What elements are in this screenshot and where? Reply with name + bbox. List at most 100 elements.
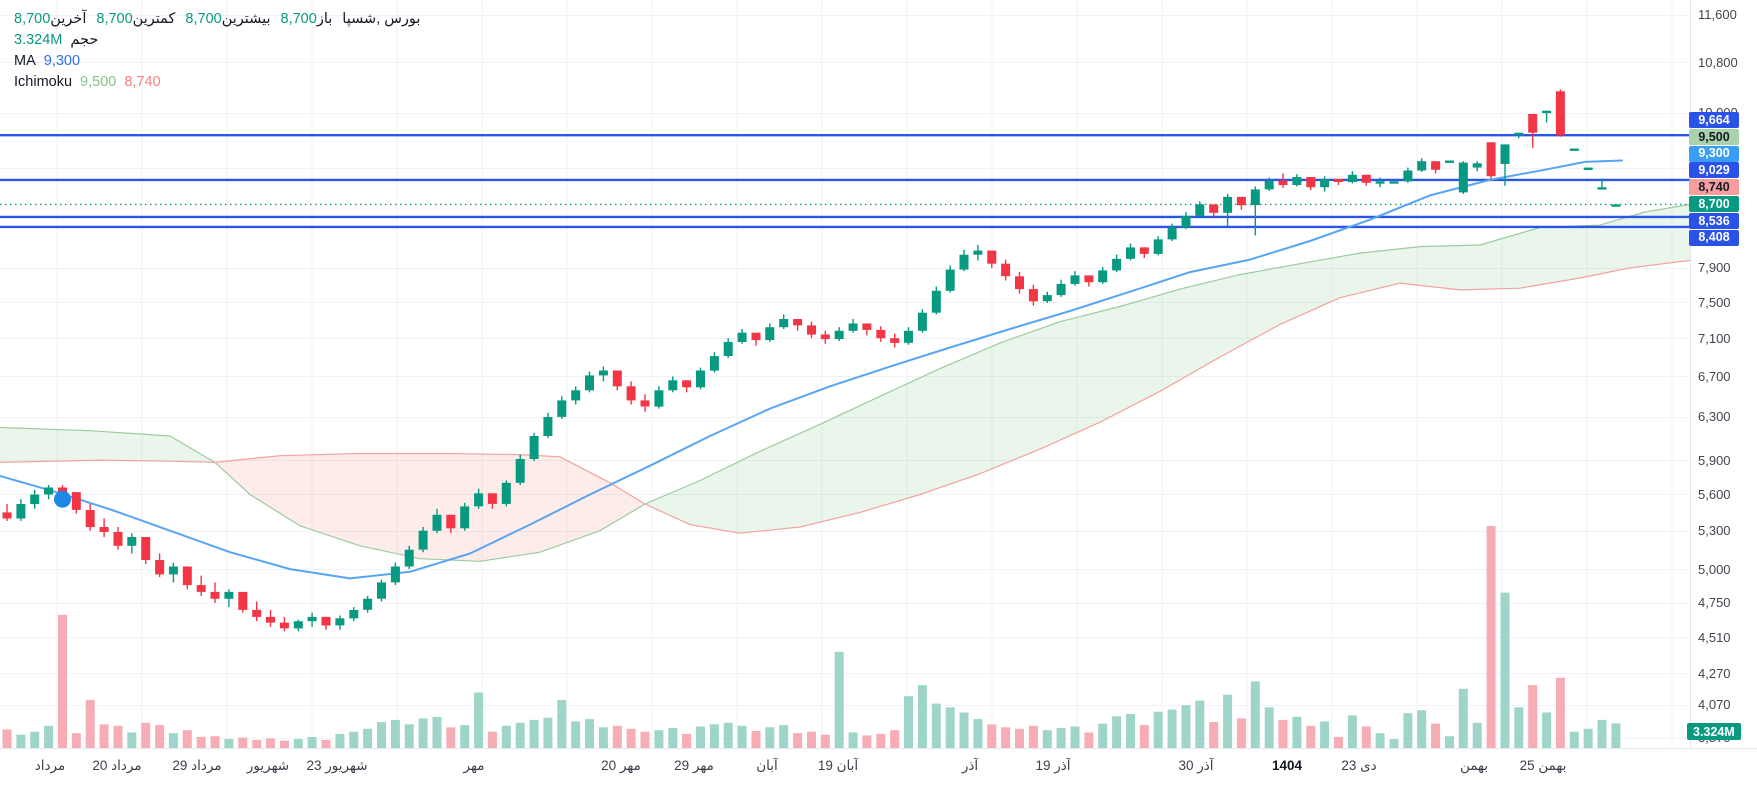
volume-bar — [807, 731, 816, 748]
event-marker-dot[interactable] — [54, 490, 71, 508]
volume-bar — [141, 722, 151, 748]
volume-bar — [1445, 736, 1454, 748]
candle-body — [1153, 239, 1163, 254]
price-chart-svg[interactable] — [0, 0, 1690, 748]
volume-bar — [210, 736, 220, 748]
candle-body — [1070, 275, 1080, 284]
price-badge-8,408: 8,408 — [1689, 229, 1739, 246]
candlestick-chart-canvas[interactable] — [0, 0, 1690, 748]
volume-bar — [723, 722, 733, 748]
candle-body — [682, 380, 692, 388]
candle-body — [85, 510, 95, 528]
ichimoku-indicator-label: Ichimoku — [14, 73, 73, 90]
candle-body — [723, 341, 733, 356]
time-axis-tick: آذر — [961, 758, 979, 773]
time-axis-tick: مهر — [463, 758, 485, 773]
candle-body — [1431, 161, 1441, 170]
candle-body — [460, 506, 470, 529]
volume-bar — [127, 732, 137, 748]
candle-body — [487, 493, 497, 504]
ohlc-field-2: 8,700 بیشترین — [185, 11, 270, 27]
cloud-green-segment — [0, 427, 215, 463]
ohlc-label: باز — [316, 10, 333, 27]
price-badge-8,700: 8,700 — [1689, 196, 1739, 212]
price-badge-9,029: 9,029 — [1689, 162, 1739, 179]
volume-bar — [44, 725, 54, 748]
candle-body — [1445, 160, 1454, 163]
candle-body — [959, 254, 969, 270]
volume-bar — [418, 718, 428, 748]
price-axis[interactable]: 11,60010,80010,0007,9007,5007,1006,7006,… — [1689, 0, 1757, 748]
ohlc-label: کمترین — [132, 10, 176, 27]
volume-bar — [737, 725, 747, 748]
candle-body — [474, 493, 484, 507]
price-axis-tick: 4,510 — [1698, 629, 1731, 645]
volume-bar — [793, 733, 803, 748]
candle-body — [571, 390, 581, 401]
volume-bar — [779, 725, 789, 748]
volume-bar — [99, 724, 109, 748]
candle-body — [1250, 189, 1260, 206]
candle-body — [1347, 174, 1357, 183]
candle-body — [293, 621, 303, 629]
candle-body — [890, 338, 900, 343]
candle-body — [1361, 174, 1371, 183]
volume-bar — [168, 733, 178, 748]
candle-body — [155, 560, 165, 575]
candle-body — [279, 622, 289, 629]
candle-body — [904, 330, 913, 343]
candle-body — [432, 514, 442, 531]
candle-body — [1528, 114, 1538, 133]
candle-body — [793, 319, 803, 326]
volume-bar — [654, 730, 664, 748]
candle-body — [1555, 91, 1565, 136]
candle-body — [737, 332, 747, 342]
candle-body — [557, 400, 567, 417]
candle-body — [501, 482, 511, 504]
volume-label: حجم — [70, 31, 99, 48]
candle-body — [987, 250, 997, 264]
candle-body — [1112, 258, 1122, 271]
volume-bar — [1514, 707, 1524, 748]
candle-body — [404, 549, 414, 567]
candle-body — [612, 370, 622, 387]
candle-body — [16, 504, 26, 519]
volume-bar — [1167, 709, 1177, 748]
time-axis-tick: 19 آذر — [1035, 758, 1071, 773]
price-axis-tick: 7,500 — [1698, 294, 1731, 310]
volume-bar — [390, 719, 400, 748]
volume-bar — [1528, 685, 1538, 748]
volume-bar — [1112, 716, 1122, 748]
volume-bar — [307, 736, 317, 748]
candle-body — [585, 375, 594, 391]
chart-legend: 8,700 آخرین 8,700 کمترین 8,700 بیشترین 8,700 با… — [14, 8, 420, 92]
volume-bars-layer — [2, 526, 1621, 748]
time-axis-tick: 29 مهر — [674, 758, 714, 773]
volume-bar — [1223, 694, 1233, 748]
volume-bar — [155, 725, 165, 748]
volume-bar — [1250, 681, 1260, 748]
candle-body — [765, 327, 775, 341]
candle-body — [696, 370, 705, 388]
price-axis-tick: 5,600 — [1698, 486, 1731, 502]
time-axis-tick: 25 بهمن — [1519, 758, 1567, 773]
candle-body — [266, 616, 275, 623]
candle-body — [1403, 170, 1413, 182]
candle-body — [1223, 196, 1233, 213]
volume-bar — [30, 731, 40, 748]
candle-body — [1195, 204, 1205, 216]
time-axis[interactable]: مرداد 20 مرداد 29 مرداد شهریور 23 شهریور مهر 2… — [0, 748, 1757, 790]
ma-line-layer — [0, 159, 1623, 580]
volume-bar — [377, 722, 386, 748]
candle-body — [1320, 179, 1330, 188]
volume-bar — [363, 728, 373, 748]
symbol-separator: , — [376, 10, 381, 27]
volume-bar — [1320, 721, 1330, 748]
volume-bar — [85, 699, 95, 748]
volume-bar — [113, 725, 123, 748]
ichimoku-value-b: 8,740 — [124, 73, 161, 90]
candle-body — [1583, 167, 1593, 170]
ma-line — [0, 159, 1623, 580]
volume-bar — [1583, 728, 1593, 748]
